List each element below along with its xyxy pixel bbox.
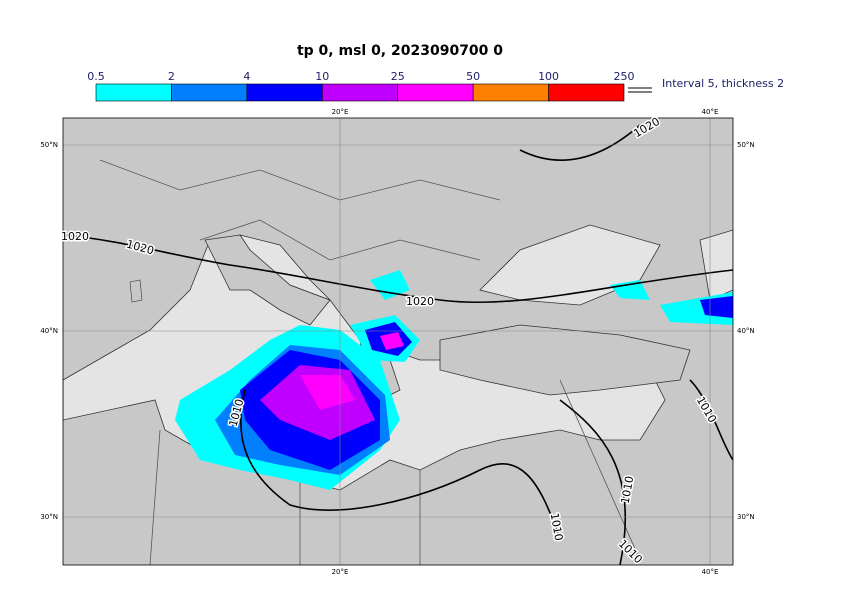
colorbar-segment [321,83,399,102]
colorbar-label: 250 [614,70,635,83]
lon-label: 40°E [702,568,719,576]
colorbar-label: 100 [538,70,559,83]
colorbar-label: 2 [168,70,175,83]
contour-legend: Interval 5, thickness 2 [662,77,784,90]
colorbar-label: 50 [466,70,480,83]
colorbar-segment [171,83,248,102]
colorbar-label: 4 [243,70,250,83]
lat-label: 30°N [40,513,58,521]
lat-label: 30°N [737,513,755,521]
lon-label: 20°E [332,568,349,576]
colorbar-label: 0.5 [87,70,105,83]
lat-label: 40°N [40,327,58,335]
colorbar-label: 25 [391,70,405,83]
lon-label: 40°E [702,108,719,116]
isobar-label: 1020 [406,295,434,308]
lon-label: 20°E [332,108,349,116]
map-frame [62,117,734,566]
colorbar-segment [246,83,323,102]
colorbar-segment [472,83,549,102]
lat-label: 50°N [737,141,755,149]
lat-label: 40°N [737,327,755,335]
lat-label: 50°N [40,141,58,149]
colorbar-label: 10 [315,70,329,83]
colorbar-segment [397,83,474,102]
title: tp 0, msl 0, 2023090700 0 [297,43,503,59]
isobar-label: 1020 [61,230,89,243]
colorbar-segment [95,83,172,102]
colorbar-segment [548,83,625,102]
colorbar: 0.5 2 4 10 25 50 100 250 [87,70,635,102]
map [63,118,733,565]
